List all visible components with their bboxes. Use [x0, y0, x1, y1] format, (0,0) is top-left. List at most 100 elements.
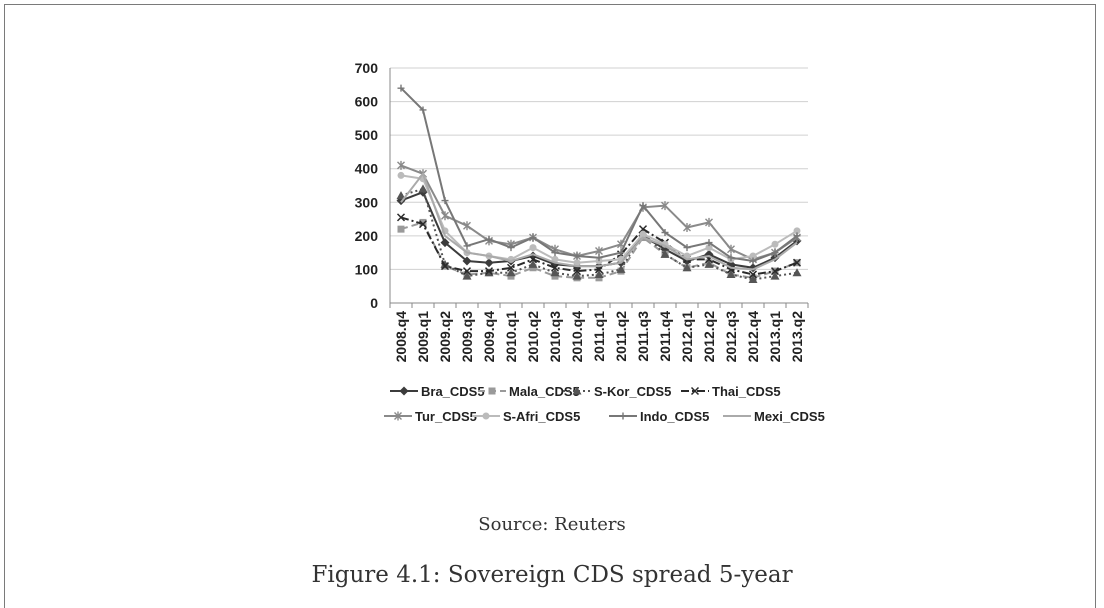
data-point — [792, 268, 802, 277]
legend-label: S-Kor_CDS5 — [594, 384, 671, 399]
data-point — [528, 251, 538, 261]
data-point — [573, 252, 581, 260]
y-tick-label: 0 — [370, 295, 378, 311]
x-tick-label: 2013.q2 — [789, 311, 805, 363]
x-tick-label: 2011.q4 — [657, 311, 673, 362]
series-mexi-cds5 — [400, 171, 798, 271]
y-tick-label: 200 — [355, 228, 379, 244]
series-tur-cds5 — [397, 160, 801, 264]
legend-item: Indo_CDS5 — [609, 409, 709, 424]
y-tick-label: 400 — [355, 161, 379, 177]
x-tick-label: 2012.q3 — [723, 311, 739, 363]
data-point — [419, 218, 427, 226]
data-point — [418, 184, 428, 193]
data-point — [749, 257, 757, 265]
data-point — [397, 84, 405, 92]
data-point — [683, 222, 691, 232]
series-line — [400, 171, 798, 271]
legend-label: S-Afri_CDS5 — [503, 409, 580, 424]
legend-label: Tur_CDS5 — [415, 409, 477, 424]
data-point — [704, 259, 714, 268]
data-point — [419, 106, 427, 114]
figure-frame — [4, 4, 1096, 608]
series-s-kor-cds5 — [396, 184, 802, 283]
data-point — [748, 270, 758, 279]
legend-marker — [488, 387, 496, 395]
data-point — [441, 197, 449, 205]
x-tick-label: 2010.q1 — [503, 311, 519, 363]
data-point — [792, 258, 802, 267]
data-point — [572, 271, 582, 280]
y-tick-label: 300 — [355, 194, 379, 210]
data-point — [462, 267, 472, 276]
x-tick-label: 2012.q2 — [701, 311, 717, 363]
legend-item: Bra_CDS5 — [390, 384, 485, 399]
data-point — [440, 238, 450, 248]
data-point — [463, 242, 471, 250]
y-tick-label: 700 — [355, 60, 379, 76]
data-point — [550, 263, 560, 272]
data-point — [726, 269, 736, 278]
data-point — [572, 267, 582, 276]
series-lines — [396, 84, 802, 283]
legend-label: Bra_CDS5 — [421, 384, 485, 399]
data-point — [748, 275, 758, 283]
x-tick-label: 2009.q1 — [415, 311, 431, 363]
data-point — [727, 254, 735, 262]
legend-marker — [394, 411, 402, 421]
data-point — [463, 221, 471, 231]
data-point — [397, 160, 405, 170]
series-indo-cds5 — [397, 84, 801, 265]
data-point — [661, 201, 669, 211]
legend-label: Thai_CDS5 — [712, 384, 781, 399]
data-point — [462, 271, 472, 280]
data-point — [771, 240, 779, 248]
data-point — [528, 259, 538, 268]
x-tick-label: 2011.q2 — [613, 311, 629, 362]
x-tick-label: 2012.q4 — [745, 311, 761, 363]
data-point — [397, 171, 405, 179]
data-point — [704, 249, 714, 259]
data-point — [506, 263, 516, 272]
data-point — [528, 255, 538, 264]
data-point — [793, 227, 801, 235]
legend-marker — [482, 412, 490, 420]
data-point — [617, 249, 625, 257]
figure-caption: Figure 4.1: Sovereign CDS spread 5-year — [311, 562, 793, 588]
data-point — [397, 225, 405, 233]
y-tick-label: 600 — [355, 94, 379, 110]
y-tick-label: 100 — [355, 261, 379, 277]
series-thai-cds5 — [396, 213, 802, 279]
data-point — [749, 252, 757, 260]
x-tick-label: 2011.q1 — [591, 311, 607, 362]
legend-item: Mala_CDS5 — [478, 384, 580, 399]
legend-item: S-Kor_CDS5 — [563, 384, 671, 399]
x-tick-label: 2010.q3 — [547, 311, 563, 363]
data-point — [771, 249, 779, 257]
legend-label: Indo_CDS5 — [640, 409, 709, 424]
legend-item: Thai_CDS5 — [681, 384, 781, 399]
data-point — [705, 239, 713, 247]
data-point — [705, 217, 713, 227]
data-point — [418, 220, 428, 229]
legend-marker — [690, 386, 700, 396]
x-tick-label: 2010.q2 — [525, 311, 541, 363]
x-tick-label: 2009.q4 — [481, 311, 497, 363]
legend-marker — [572, 386, 582, 395]
data-point — [506, 268, 516, 277]
series-line — [400, 87, 798, 263]
data-point — [573, 259, 581, 267]
data-point — [639, 202, 647, 210]
data-point — [507, 244, 515, 252]
legend-label: Mala_CDS5 — [509, 384, 580, 399]
legend-item: Tur_CDS5 — [384, 409, 477, 424]
legend-marker — [399, 386, 409, 396]
data-point — [705, 244, 713, 252]
data-point — [661, 229, 669, 236]
data-point — [616, 264, 626, 273]
data-point — [660, 249, 670, 258]
legend: Bra_CDS5 Mala_CDS5 S-Kor_CDS5 Thai_CDS5 Tur_… — [384, 384, 825, 424]
data-point — [529, 234, 537, 242]
data-point — [595, 254, 603, 262]
